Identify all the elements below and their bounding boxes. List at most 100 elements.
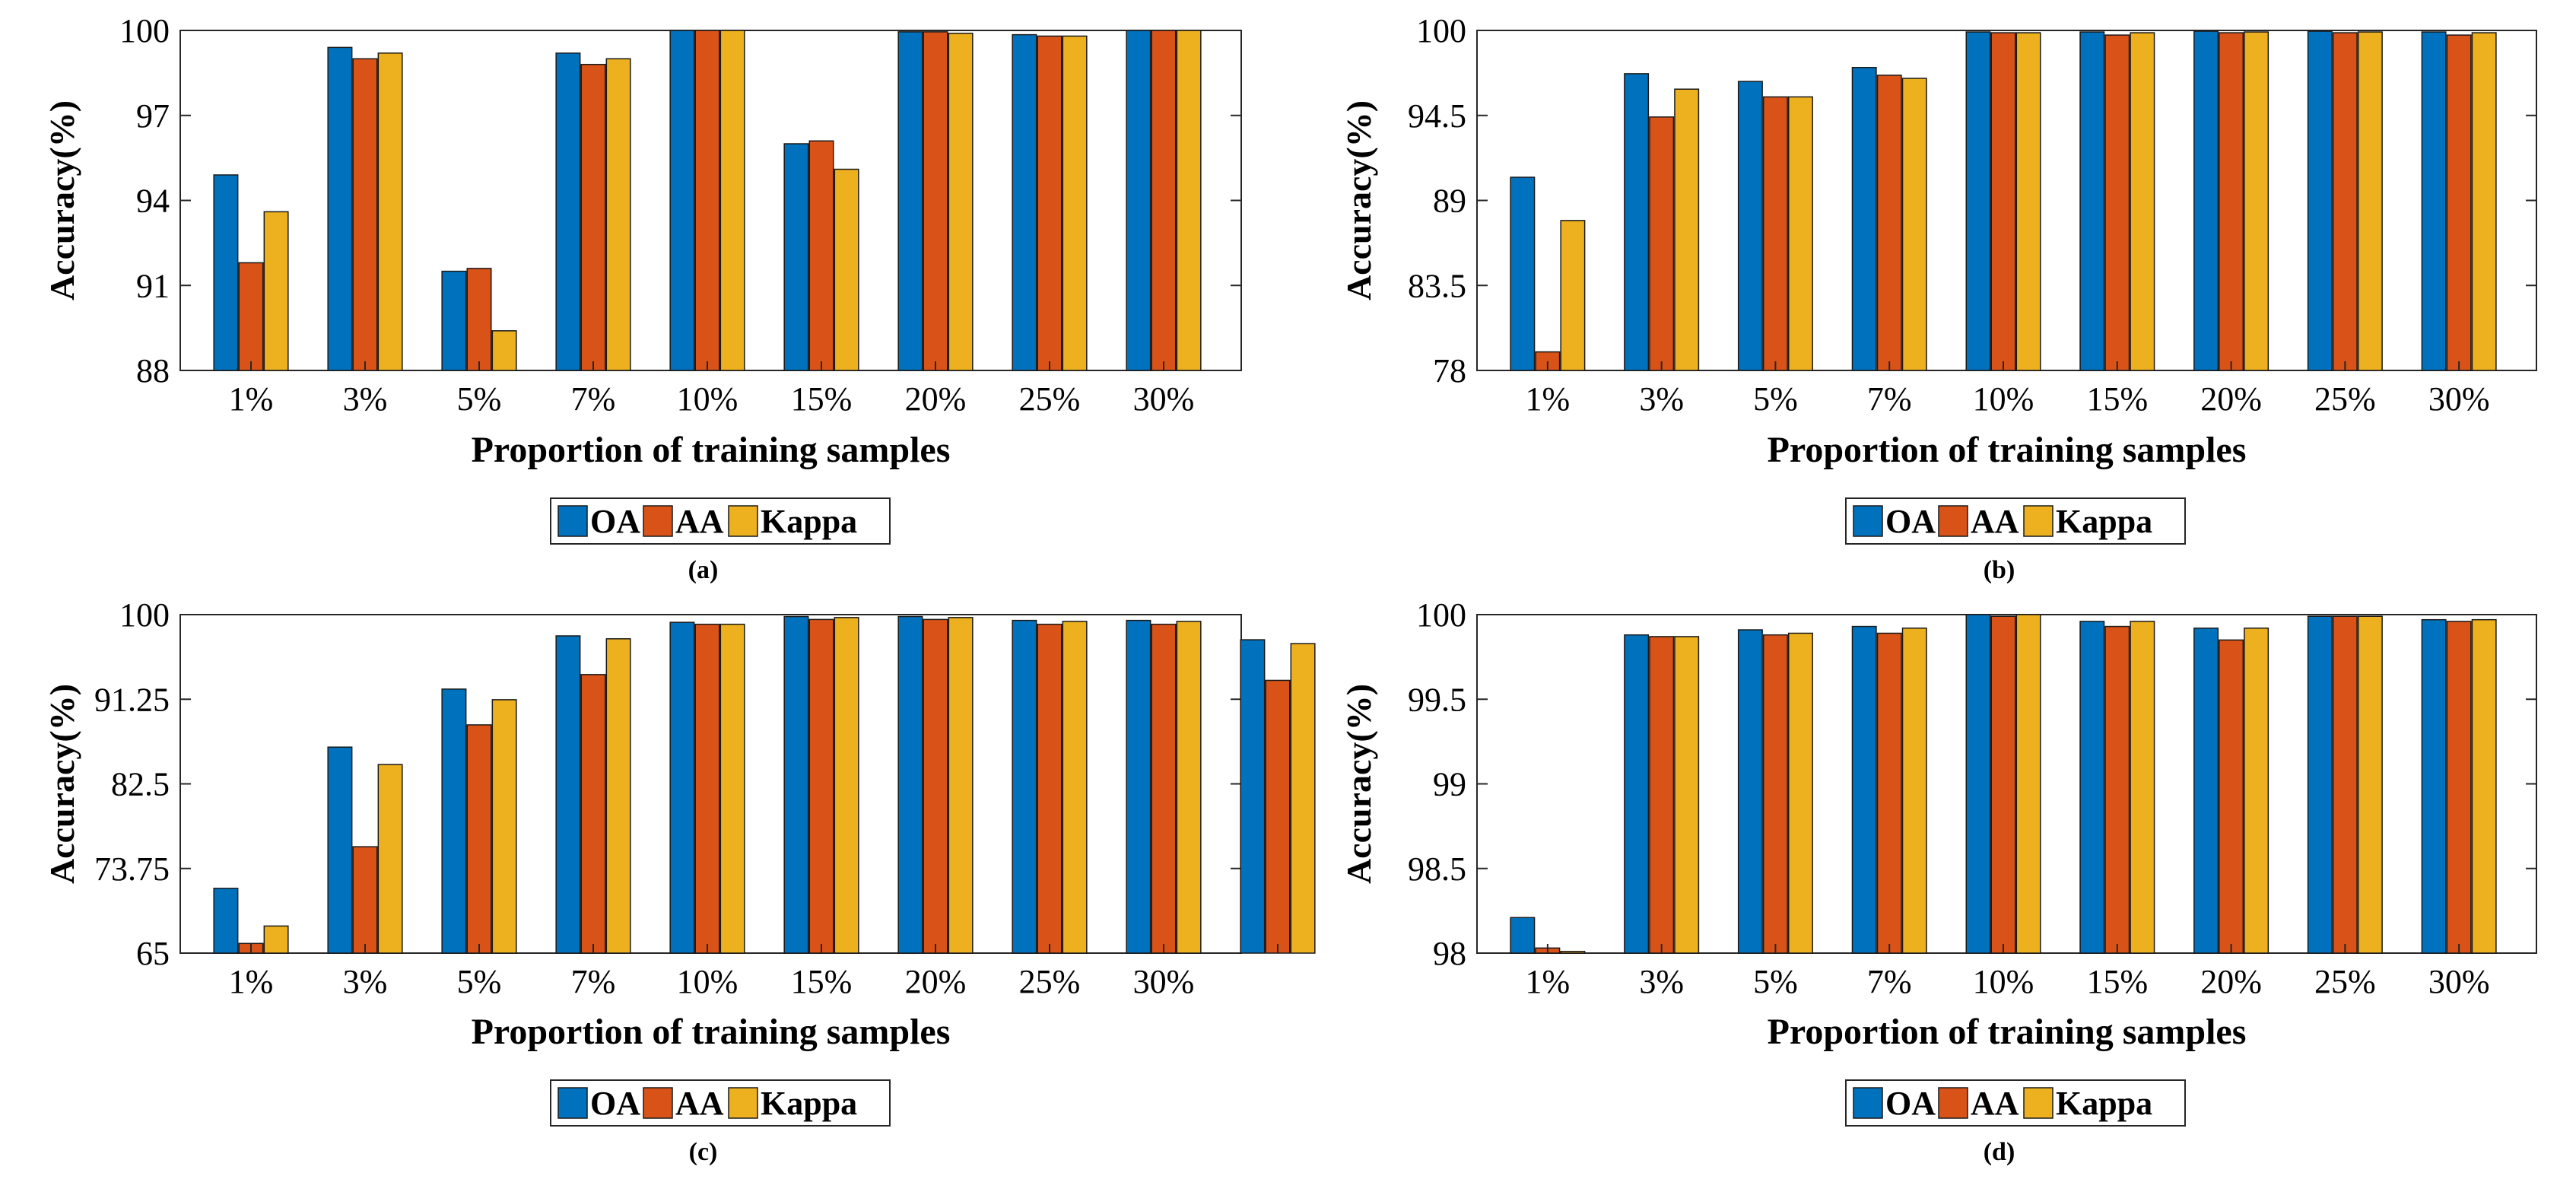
x-tick-label: 5% (457, 963, 502, 1000)
bar-kappa-8 (1062, 35, 1088, 371)
bar-oa-5 (1965, 614, 1991, 954)
bar-aa-2 (1649, 116, 1675, 371)
legend-label-kappa: Kappa (2056, 1085, 2152, 1122)
bar-kappa-4 (1901, 628, 1927, 954)
y-tick-label: 91 (136, 267, 170, 304)
bar-oa-1 (1510, 917, 1536, 954)
legend-label-oa: OA (590, 503, 640, 540)
bar-oa-2 (1624, 73, 1650, 371)
bar-kappa-1 (263, 211, 289, 371)
bar-kappa-3 (491, 699, 517, 954)
bar-oa-9 (2421, 618, 2447, 954)
bar-kappa-2 (1674, 88, 1700, 371)
bar-kappa-1 (1560, 951, 1586, 954)
x-tick-label: 10% (677, 380, 738, 418)
chart-panel-3: 65 73.75 82.5 91.25 100 1% 3% 5% 7% 10% 15% 20% 25% 3… (43, 596, 1316, 1166)
bar-aa-4 (1876, 75, 1902, 371)
chart-panel-2: 78 83.5 89 94.5 100 1% 3% 5% 7% 10% 15% 20% 25% 30% Pr… (1339, 12, 2537, 584)
legend-swatch-kappa (728, 505, 758, 537)
bar-oa-4 (555, 52, 581, 371)
bar-aa-9 (1151, 30, 1177, 371)
panel-caption: (d) (1984, 1138, 2015, 1166)
y-axis-label: Accuracy(%) (43, 100, 81, 300)
bar-kappa-7 (2244, 628, 2269, 954)
bar-aa-8 (1037, 623, 1062, 954)
legend-swatch-oa (557, 505, 588, 537)
legend-label-oa: OA (1885, 1085, 1936, 1122)
bar-aa-2 (1649, 636, 1675, 954)
bar-oa-4 (555, 635, 581, 954)
y-tick-label: 100 (1416, 596, 1466, 634)
bar-aa-5 (694, 30, 720, 371)
bar-kappa-5 (719, 623, 745, 954)
bar-oa-8 (1012, 33, 1037, 371)
bar-kappa-5 (2015, 614, 2041, 954)
x-tick-label: 30% (2428, 963, 2490, 1000)
x-tick-label: 20% (2200, 963, 2262, 1000)
x-axis-label: Proportion of training samples (472, 430, 951, 470)
chart-panel-1: 88 91 94 97 100 1% 3% 5% 7% 10% 15% 20% 25% 30% Propor… (43, 12, 1242, 584)
x-tick-label: 30% (1133, 380, 1195, 418)
x-tick-label: 15% (791, 380, 853, 418)
bar-kappa-8 (1062, 621, 1088, 954)
bar-kappa-6 (834, 168, 859, 371)
y-tick-label: 100 (119, 596, 170, 634)
legend-box (1845, 497, 2186, 545)
legend-label-aa: AA (1971, 1085, 2019, 1122)
x-tick-label: 30% (2428, 380, 2490, 418)
bar-aa-6 (2104, 625, 2130, 954)
legend-label-aa: AA (675, 503, 724, 540)
x-axis-label: Proportion of training samples (472, 1012, 951, 1052)
bar-oa-8 (2307, 615, 2333, 954)
bar-oa-6 (783, 143, 809, 371)
x-tick-label: 1% (1526, 963, 1571, 1000)
x-tick-label: 15% (2086, 963, 2148, 1000)
x-tick-label: 7% (571, 963, 616, 1000)
bar-aa-3 (1762, 634, 1788, 954)
bar-oa-6 (2079, 31, 2105, 371)
panel-caption: (b) (1984, 556, 2015, 584)
x-tick-label: 25% (2314, 963, 2376, 1000)
legend-label-kappa: Kappa (761, 503, 857, 540)
x-tick-label: 3% (1639, 380, 1684, 418)
bar-oa-9 (2421, 31, 2447, 371)
legend-label-aa: AA (1971, 503, 2019, 540)
x-tick-label: 15% (791, 963, 853, 1000)
x-tick-label: 20% (905, 963, 967, 1000)
x-tick-label: 20% (905, 380, 967, 418)
panel-caption: (c) (689, 1138, 718, 1166)
bar-kappa-3 (1787, 96, 1813, 371)
legend-label-oa: OA (590, 1085, 640, 1122)
y-tick-label: 99 (1433, 766, 1466, 803)
bar-aa-10 (1265, 679, 1291, 954)
y-tick-label: 78 (1433, 352, 1466, 389)
bar-aa-5 (1990, 32, 2016, 371)
bar-aa-3 (1762, 96, 1788, 371)
bar-aa-2 (352, 846, 378, 954)
bar-oa-2 (1624, 634, 1650, 954)
bar-oa-1 (1510, 176, 1536, 371)
legend-box (1845, 1079, 2186, 1127)
bar-aa-9 (1151, 623, 1177, 954)
x-tick-label: 7% (571, 380, 616, 418)
bar-oa-5 (669, 621, 695, 954)
legend-swatch-kappa (2023, 1087, 2053, 1119)
y-tick-label: 99.5 (1408, 681, 1466, 718)
bar-oa-7 (2193, 30, 2219, 371)
x-tick-label: 7% (1867, 380, 1912, 418)
y-tick-label: 100 (119, 12, 170, 49)
bar-oa-9 (1126, 619, 1151, 954)
bar-kappa-2 (1674, 636, 1700, 954)
panel-caption: (a) (688, 556, 719, 584)
x-tick-label: 3% (343, 380, 388, 418)
bar-oa-10 (1240, 639, 1266, 954)
bar-kappa-7 (2244, 31, 2269, 371)
x-tick-label: 1% (229, 380, 274, 418)
legend-box (550, 1079, 891, 1127)
bar-kappa-8 (2357, 31, 2383, 371)
bar-oa-1 (213, 174, 239, 371)
x-tick-label: 3% (1639, 963, 1684, 1000)
bar-aa-5 (694, 623, 720, 954)
